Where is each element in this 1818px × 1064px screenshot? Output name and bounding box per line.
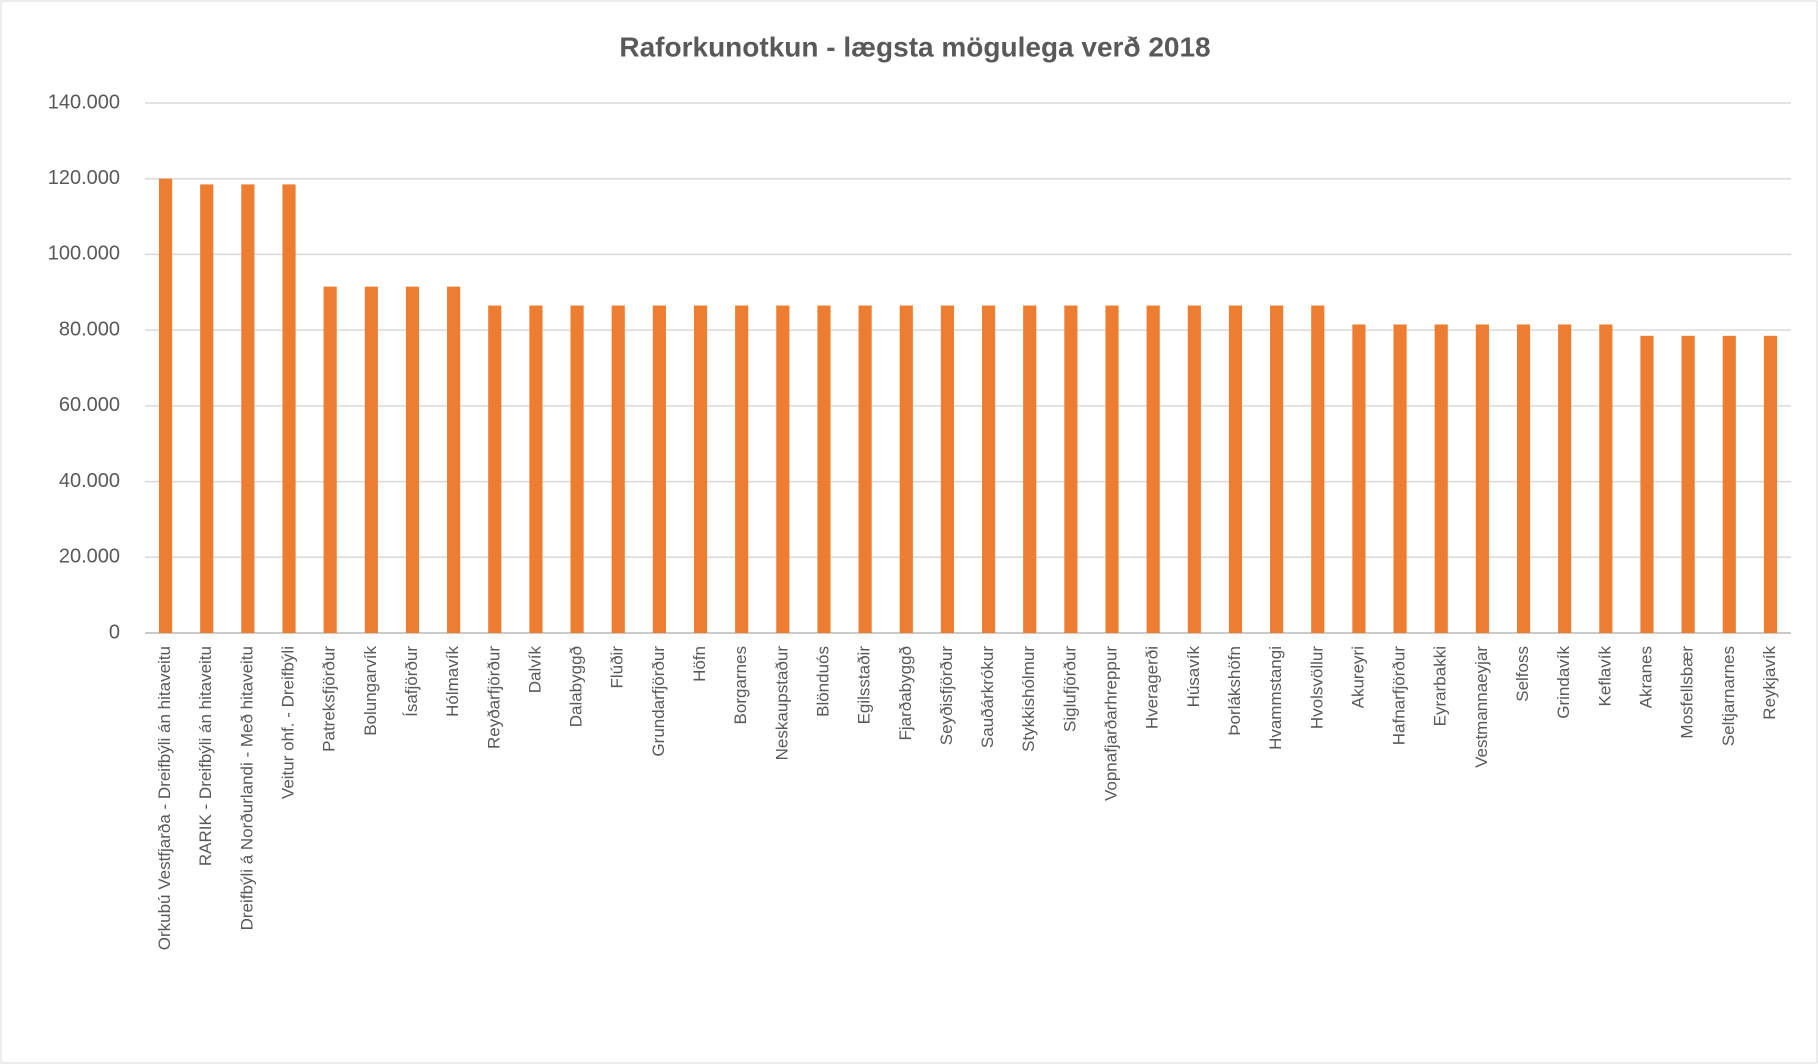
- x-tick-label: Keflavík: [1595, 646, 1614, 707]
- bar: [735, 305, 749, 633]
- x-tick-label: Eyrarbakki: [1431, 646, 1450, 726]
- bar: [899, 305, 913, 633]
- bar: [158, 178, 173, 633]
- x-tick-label: Hólmavík: [443, 646, 462, 717]
- bar: [323, 286, 337, 633]
- y-tick-label: 0: [109, 621, 120, 643]
- x-tick-label: Blönduós: [813, 646, 832, 717]
- bar: [1599, 324, 1613, 633]
- bar: [1393, 324, 1407, 633]
- bar: [570, 305, 584, 633]
- bar: [1558, 324, 1572, 633]
- x-tick-label: Dreifbýli á Norðurlandi - Með hitaveitu: [237, 646, 256, 930]
- x-tick-label: Hveragerði: [1143, 646, 1162, 729]
- bar: [529, 305, 543, 633]
- bar: [1352, 324, 1366, 633]
- bar: [241, 184, 255, 633]
- x-tick-label: Orkubú Vestfjarða - Dreifbýli án hitavei…: [155, 646, 174, 950]
- x-tick-label: Þorlákshöfn: [1225, 646, 1244, 736]
- x-tick-label: Siglufjörður: [1060, 646, 1079, 732]
- bar: [611, 305, 625, 633]
- bar: [282, 184, 296, 633]
- chart-title: Raforkunotkun - lægsta mögulega verð 201…: [619, 31, 1210, 62]
- x-tick-label: Selfoss: [1513, 646, 1532, 702]
- y-tick-label: 20.000: [59, 546, 120, 568]
- bar: [1640, 335, 1654, 633]
- x-tick-label: Stykkishólmur: [1019, 646, 1038, 752]
- x-tick-label: Neskaupstaður: [772, 646, 791, 761]
- bar: [1516, 324, 1531, 633]
- bar: [776, 305, 790, 633]
- bar: [693, 305, 708, 633]
- bar: [1270, 305, 1284, 633]
- x-tick-label: Grindavík: [1554, 646, 1573, 719]
- bar: [1187, 305, 1201, 633]
- x-tick-label: Dalabyggð: [567, 646, 586, 727]
- bar: [1763, 335, 1778, 633]
- x-tick-label: Vestmannaeyjar: [1472, 646, 1491, 768]
- bar: [364, 286, 378, 633]
- x-tick-label: Vopnafjarðarhreppur: [1102, 646, 1121, 801]
- x-tick-label: Flúðir: [608, 646, 627, 689]
- x-tick-label: Egilsstaðir: [855, 646, 874, 725]
- x-tick-label: Húsavík: [1184, 646, 1203, 708]
- x-tick-label: Borgarnes: [731, 646, 750, 724]
- bar: [1722, 335, 1736, 633]
- bar: [981, 305, 996, 633]
- bar: [1064, 305, 1078, 633]
- bar: [488, 305, 502, 633]
- x-tick-label: Bolungarvík: [361, 646, 380, 736]
- y-tick-label: 140.000: [48, 91, 120, 113]
- x-tick-label: Seltjarnarnes: [1719, 646, 1738, 746]
- bar: [1311, 305, 1325, 633]
- x-tick-label: Dalvík: [525, 646, 544, 694]
- bar: [1146, 305, 1160, 633]
- x-tick-label: Mosfellsbær: [1678, 646, 1697, 739]
- x-tick-label: Hvolsvöllur: [1307, 646, 1326, 729]
- x-tick-label: Reyðarfjörður: [484, 646, 503, 749]
- bar: [200, 184, 214, 633]
- x-tick-label: Veitur ohf. - Dreifbýli: [279, 646, 298, 799]
- x-tick-label: Höfn: [690, 646, 709, 682]
- bar: [447, 286, 461, 633]
- x-tick-label: Patreksfjörður: [320, 646, 339, 752]
- bar: [1228, 305, 1243, 633]
- x-tick-label: Fjarðabyggð: [896, 646, 915, 741]
- bar: [858, 305, 872, 633]
- y-tick-label: 60.000: [59, 394, 120, 416]
- y-tick-label: 120.000: [48, 167, 120, 189]
- x-tick-label: Grundarfjörður: [649, 646, 668, 757]
- x-tick-label: Ísafjörður: [402, 646, 421, 717]
- bar: [1023, 305, 1037, 633]
- bar: [940, 305, 955, 633]
- bar: [1105, 305, 1119, 633]
- x-tick-label: Seyðisfjörður: [937, 646, 956, 746]
- bar: [1681, 335, 1695, 633]
- x-tick-label: Akureyri: [1348, 646, 1367, 708]
- x-tick-label: Reykjavík: [1760, 646, 1779, 720]
- bar: [817, 305, 831, 633]
- y-tick-label: 80.000: [59, 318, 120, 340]
- y-tick-label: 40.000: [59, 470, 120, 492]
- bar: [405, 286, 420, 633]
- x-tick-label: Hafnarfjörður: [1390, 646, 1409, 746]
- x-tick-label: RARIK - Dreifbýli án hitaveitu: [196, 646, 215, 866]
- bar: [652, 305, 666, 633]
- x-tick-label: Akranes: [1636, 646, 1655, 708]
- y-tick-label: 100.000: [48, 243, 120, 265]
- bar: [1475, 324, 1489, 633]
- bar: [1434, 324, 1448, 633]
- x-tick-label: Sauðárkrókur: [978, 646, 997, 748]
- x-tick-label: Hvammstangi: [1266, 646, 1285, 750]
